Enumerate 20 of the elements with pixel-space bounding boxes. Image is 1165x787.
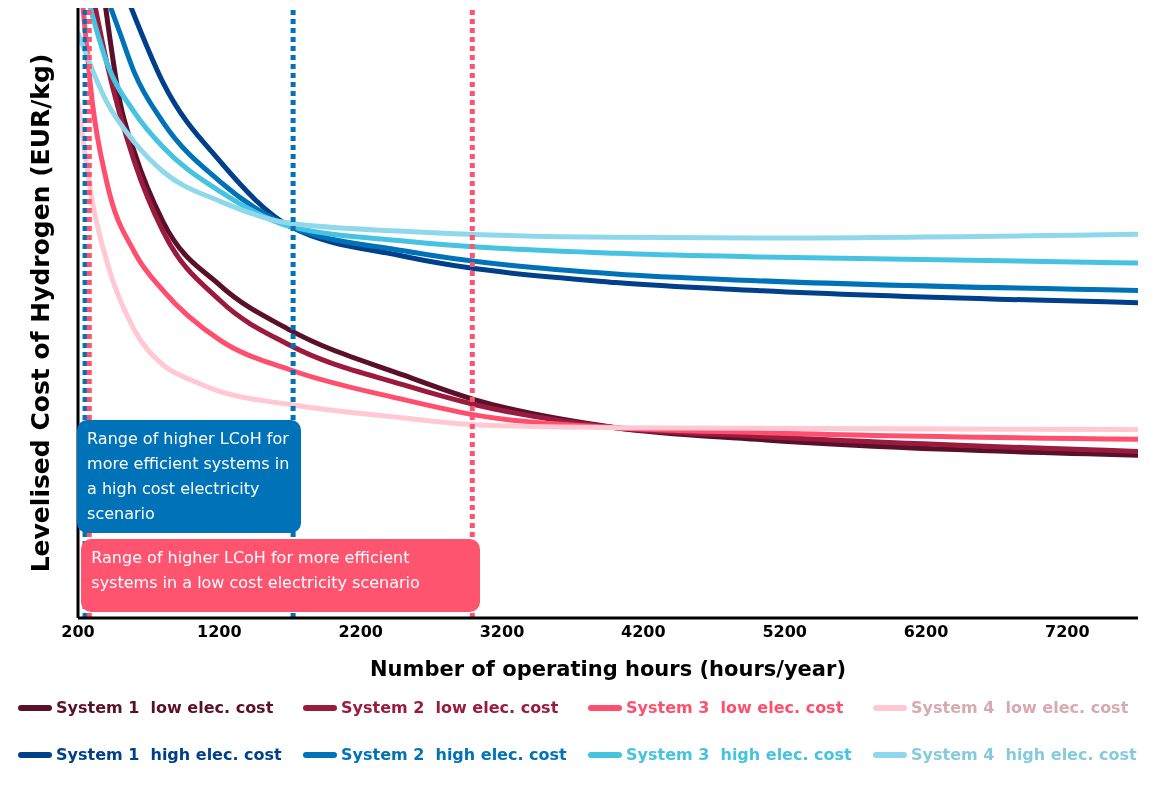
x-tick-label: 2200 [338, 622, 383, 642]
x-axis-title: Number of operating hours (hours/year) [370, 657, 846, 681]
x-tick-label: 5200 [762, 622, 807, 642]
x-tick-label: 7200 [1045, 622, 1090, 642]
callout-box: Range of higher LCoH for more efficient systems in a high cost electricity scenario [77, 419, 302, 533]
legend-label: System 4 high elec. cost [911, 745, 1137, 764]
legend-label: System 1 low elec. cost [56, 698, 274, 717]
x-tick-label: 1200 [197, 622, 242, 642]
x-tick-label: 200 [61, 622, 95, 642]
legend-label: System 3 low elec. cost [626, 698, 844, 717]
legend-label: System 3 high elec. cost [626, 745, 852, 764]
legend-label: System 1 high elec. cost [56, 745, 282, 764]
legend-label: System 4 low elec. cost [911, 698, 1129, 717]
legend-label: System 2 high elec. cost [341, 745, 567, 764]
x-tick-label: 3200 [479, 622, 525, 642]
x-tick-label: 6200 [903, 622, 949, 642]
y-axis-title: Levelised Cost of Hydrogen (EUR/kg) [25, 53, 55, 573]
x-tick-label: 4200 [621, 622, 666, 642]
legend-label: System 2 low elec. cost [341, 698, 559, 717]
callout-box: Range of higher LCoH for more efficient systems in a low cost electricity scenario [81, 538, 481, 612]
